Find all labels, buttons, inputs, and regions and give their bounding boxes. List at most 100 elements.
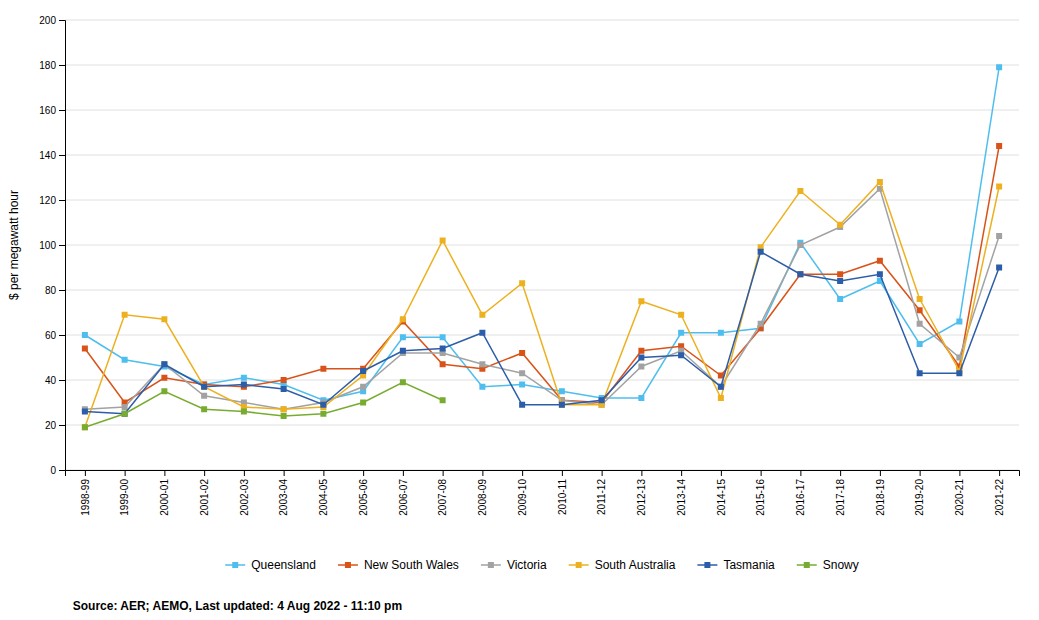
- marker: [122, 404, 128, 410]
- marker: [241, 382, 247, 388]
- marker: [82, 332, 88, 338]
- marker: [678, 312, 684, 318]
- tick-mark: [59, 290, 65, 291]
- marker: [201, 406, 207, 412]
- marker: [479, 330, 485, 336]
- marker: [837, 222, 843, 228]
- marker: [161, 388, 167, 394]
- tick-mark: [59, 155, 65, 156]
- legend-item: Snowy: [797, 558, 859, 572]
- marker: [718, 384, 724, 390]
- tick-mark: [59, 245, 65, 246]
- tick-mark: [59, 20, 65, 21]
- tick-label: 140: [39, 150, 56, 161]
- tick-mark: [323, 470, 324, 476]
- legend: QueenslandNew South WalesVictoriaSouth A…: [225, 558, 859, 572]
- tick-mark: [59, 425, 65, 426]
- tick-mark: [800, 470, 801, 476]
- tick-label: 20: [45, 420, 57, 431]
- legend-marker: [804, 562, 810, 568]
- marker: [440, 397, 446, 403]
- tick-mark: [840, 470, 841, 476]
- annotation: Source: AER; AEMO, Last updated: 4 Aug 2…: [73, 599, 402, 613]
- tick: 160: [39, 105, 65, 116]
- marker: [877, 271, 883, 277]
- marker: [281, 413, 287, 419]
- marker: [718, 330, 724, 336]
- marker: [281, 377, 287, 383]
- marker: [82, 424, 88, 430]
- line: [85, 252, 999, 414]
- tick-label: 0: [50, 465, 56, 476]
- marker: [758, 249, 764, 255]
- marker: [281, 406, 287, 412]
- marker: [440, 334, 446, 340]
- marker: [161, 375, 167, 381]
- tick-mark: [681, 470, 682, 476]
- tick-label: 2003-04: [278, 479, 289, 516]
- tick-mark: [443, 470, 444, 476]
- marker: [559, 402, 565, 408]
- marker: [320, 366, 326, 372]
- tick-mark: [244, 470, 245, 476]
- tick-mark: [721, 470, 722, 476]
- marker: [479, 384, 485, 390]
- tick-label: 2010-11: [557, 479, 568, 515]
- legend-item: New South Wales: [338, 558, 459, 572]
- tick-mark: [602, 470, 603, 476]
- grid-line: [65, 245, 1019, 246]
- tick-mark: [999, 470, 1000, 476]
- tick: 60: [45, 330, 65, 341]
- marker: [360, 368, 366, 374]
- tick-label: 2008-09: [477, 479, 488, 516]
- tick: 2019-20: [914, 470, 925, 516]
- tick-mark: [59, 335, 65, 336]
- marker: [599, 397, 605, 403]
- tick-mark: [959, 470, 960, 476]
- tick-label: 2013-14: [676, 479, 687, 516]
- tick-mark: [59, 110, 65, 111]
- tick-label: 2018-19: [875, 479, 886, 516]
- axis-line: [66, 471, 1020, 477]
- marker: [281, 406, 287, 412]
- legend-marker: [576, 562, 582, 568]
- tick-mark: [482, 470, 483, 476]
- tick-label: 2006-07: [398, 479, 409, 516]
- marker: [519, 402, 525, 408]
- tick-mark: [125, 470, 126, 476]
- marker: [161, 361, 167, 367]
- chart: 0204060801001201401601802001998-991999-0…: [0, 0, 1039, 620]
- tick-label: 2009-10: [517, 479, 528, 516]
- marker: [82, 409, 88, 415]
- tick: 40: [45, 375, 65, 386]
- tick-mark: [284, 470, 285, 476]
- legend-marker: [704, 562, 710, 568]
- tick: 2013-14: [676, 470, 687, 516]
- grid-line: [65, 65, 1019, 66]
- marker: [917, 296, 923, 302]
- marker: [122, 312, 128, 318]
- tick-label: 120: [39, 195, 56, 206]
- tick: 0: [50, 465, 65, 476]
- legend-item: South Australia: [569, 558, 676, 572]
- marker: [638, 298, 644, 304]
- marker: [82, 346, 88, 352]
- tick-mark: [363, 470, 364, 476]
- tick: 2017-18: [835, 470, 846, 516]
- marker: [519, 280, 525, 286]
- marker: [360, 400, 366, 406]
- marker: [519, 350, 525, 356]
- tick: 80: [45, 285, 65, 296]
- tick-label: 2017-18: [835, 479, 846, 516]
- tick-label: 80: [45, 285, 57, 296]
- tick-label: 1998-99: [80, 479, 91, 516]
- tick: 20: [45, 420, 65, 431]
- tick-label: 200: [39, 15, 56, 26]
- marker: [638, 355, 644, 361]
- tick: 2021-22: [994, 470, 1005, 516]
- marker: [996, 233, 1002, 239]
- tick-mark: [59, 200, 65, 201]
- marker: [797, 271, 803, 277]
- marker: [559, 388, 565, 394]
- tick-label: 2014-15: [716, 479, 727, 516]
